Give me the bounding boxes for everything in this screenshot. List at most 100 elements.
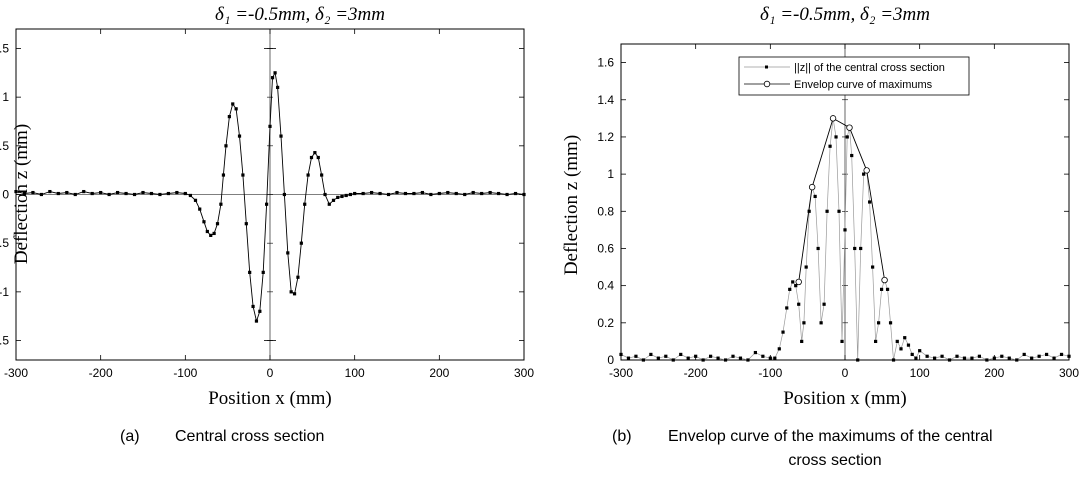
chart-a-tick-labels: -300 -200 -100 0 100 200 300 -1.5 -1 -0.5 0 0.5 1 1.5 xyxy=(0,41,534,380)
data-point xyxy=(215,222,220,226)
data-point xyxy=(825,209,829,213)
data-point xyxy=(822,302,826,306)
data-point xyxy=(254,319,259,323)
chart-b-title: δ₁ =-0.5mm, δ₂ =3mm xyxy=(760,4,930,25)
data-point xyxy=(738,356,743,360)
data-point xyxy=(992,356,996,360)
data-point xyxy=(286,251,290,255)
data-point xyxy=(845,135,849,139)
chart-b-xlabel: Position x (mm) xyxy=(783,388,907,409)
data-point xyxy=(56,191,60,196)
data-point xyxy=(856,358,860,362)
data-point xyxy=(947,358,952,362)
data-point xyxy=(656,356,660,360)
data-point xyxy=(834,135,838,139)
data-point xyxy=(463,192,467,197)
data-point xyxy=(403,191,408,196)
envelope-point xyxy=(846,124,853,131)
data-point xyxy=(906,343,911,347)
x-tick-label: -200 xyxy=(89,366,113,380)
data-point xyxy=(895,339,899,344)
x-tick-label: 300 xyxy=(1059,366,1079,380)
y-tick-label: -1.5 xyxy=(0,334,9,348)
y-tick-label: 0.4 xyxy=(597,279,614,293)
data-point xyxy=(664,354,668,358)
y-tick-label: 1.6 xyxy=(597,56,614,70)
data-point xyxy=(1037,354,1041,358)
data-point xyxy=(90,191,94,196)
data-point xyxy=(124,191,128,196)
data-point xyxy=(1052,356,1056,360)
y-tick-label: 1.5 xyxy=(0,41,9,55)
chart-b-ylabel: Deflection z (mm) xyxy=(561,135,582,275)
data-point xyxy=(348,192,353,197)
x-tick-label: -100 xyxy=(173,366,197,380)
data-point xyxy=(386,192,391,197)
data-point xyxy=(505,192,509,197)
data-point xyxy=(813,194,817,199)
envelope-point xyxy=(795,278,802,286)
data-point xyxy=(802,321,806,325)
data-point xyxy=(840,339,844,344)
data-point xyxy=(265,202,269,206)
data-point xyxy=(14,189,18,194)
data-point xyxy=(258,309,262,313)
y-tick-label: 0.6 xyxy=(597,241,614,255)
data-point xyxy=(773,356,777,360)
data-point xyxy=(800,339,804,344)
data-point xyxy=(116,190,120,195)
chart-b-series-2-line xyxy=(798,117,886,282)
data-point xyxy=(914,356,918,360)
data-point xyxy=(903,336,907,340)
data-point xyxy=(353,191,357,196)
data-point xyxy=(1059,352,1064,357)
data-point xyxy=(320,173,324,177)
y-tick-label: -0.5 xyxy=(0,236,9,250)
x-tick-label: -300 xyxy=(609,366,633,380)
data-point xyxy=(231,102,235,106)
data-point xyxy=(918,349,922,353)
chart-a-title: δ₁ =-0.5mm, δ₂ =3mm xyxy=(215,4,385,25)
data-point xyxy=(270,76,275,80)
data-point xyxy=(420,190,424,195)
data-point xyxy=(649,352,653,357)
data-point xyxy=(209,233,213,237)
y-tick-label: 1.4 xyxy=(597,93,614,107)
data-point xyxy=(955,354,959,358)
data-point xyxy=(746,358,750,362)
legend-marker-series-2 xyxy=(763,80,771,88)
data-point xyxy=(819,321,823,325)
data-point xyxy=(296,275,300,279)
data-point xyxy=(850,153,854,158)
data-point xyxy=(471,190,475,195)
data-point xyxy=(107,192,111,197)
data-point xyxy=(679,352,683,357)
data-point xyxy=(268,124,272,128)
data-point xyxy=(794,284,798,288)
x-tick-label: 100 xyxy=(345,366,365,380)
data-point xyxy=(221,173,226,177)
data-point xyxy=(626,356,631,360)
data-point xyxy=(361,191,365,196)
data-point xyxy=(925,354,929,358)
data-point xyxy=(309,155,314,160)
data-point xyxy=(292,292,297,296)
data-point xyxy=(879,287,884,291)
data-point xyxy=(488,190,492,195)
data-point xyxy=(940,354,944,358)
data-point xyxy=(303,202,307,206)
data-point xyxy=(816,246,820,251)
chart-a-xlabel: Position x (mm) xyxy=(208,388,332,409)
data-point xyxy=(891,358,896,362)
data-point xyxy=(454,191,458,196)
y-tick-label: 0 xyxy=(607,353,614,367)
chart-b: δ₁ =-0.5mm, δ₂ =3mm -300 -200 -100 0 100 200 3… xyxy=(561,4,1079,469)
data-point xyxy=(22,191,27,196)
data-point xyxy=(198,207,202,211)
chart-a: δ₁ =-0.5mm, δ₂ =3mm -300 -200 -100 0 100 200 3… xyxy=(0,4,534,445)
data-point xyxy=(370,190,374,195)
chart-b-legend: ||z|| of the central cross section Envel… xyxy=(738,56,970,96)
data-point xyxy=(248,270,252,274)
chart-b-caption-line-2: cross section xyxy=(788,452,881,469)
data-point xyxy=(99,190,103,195)
